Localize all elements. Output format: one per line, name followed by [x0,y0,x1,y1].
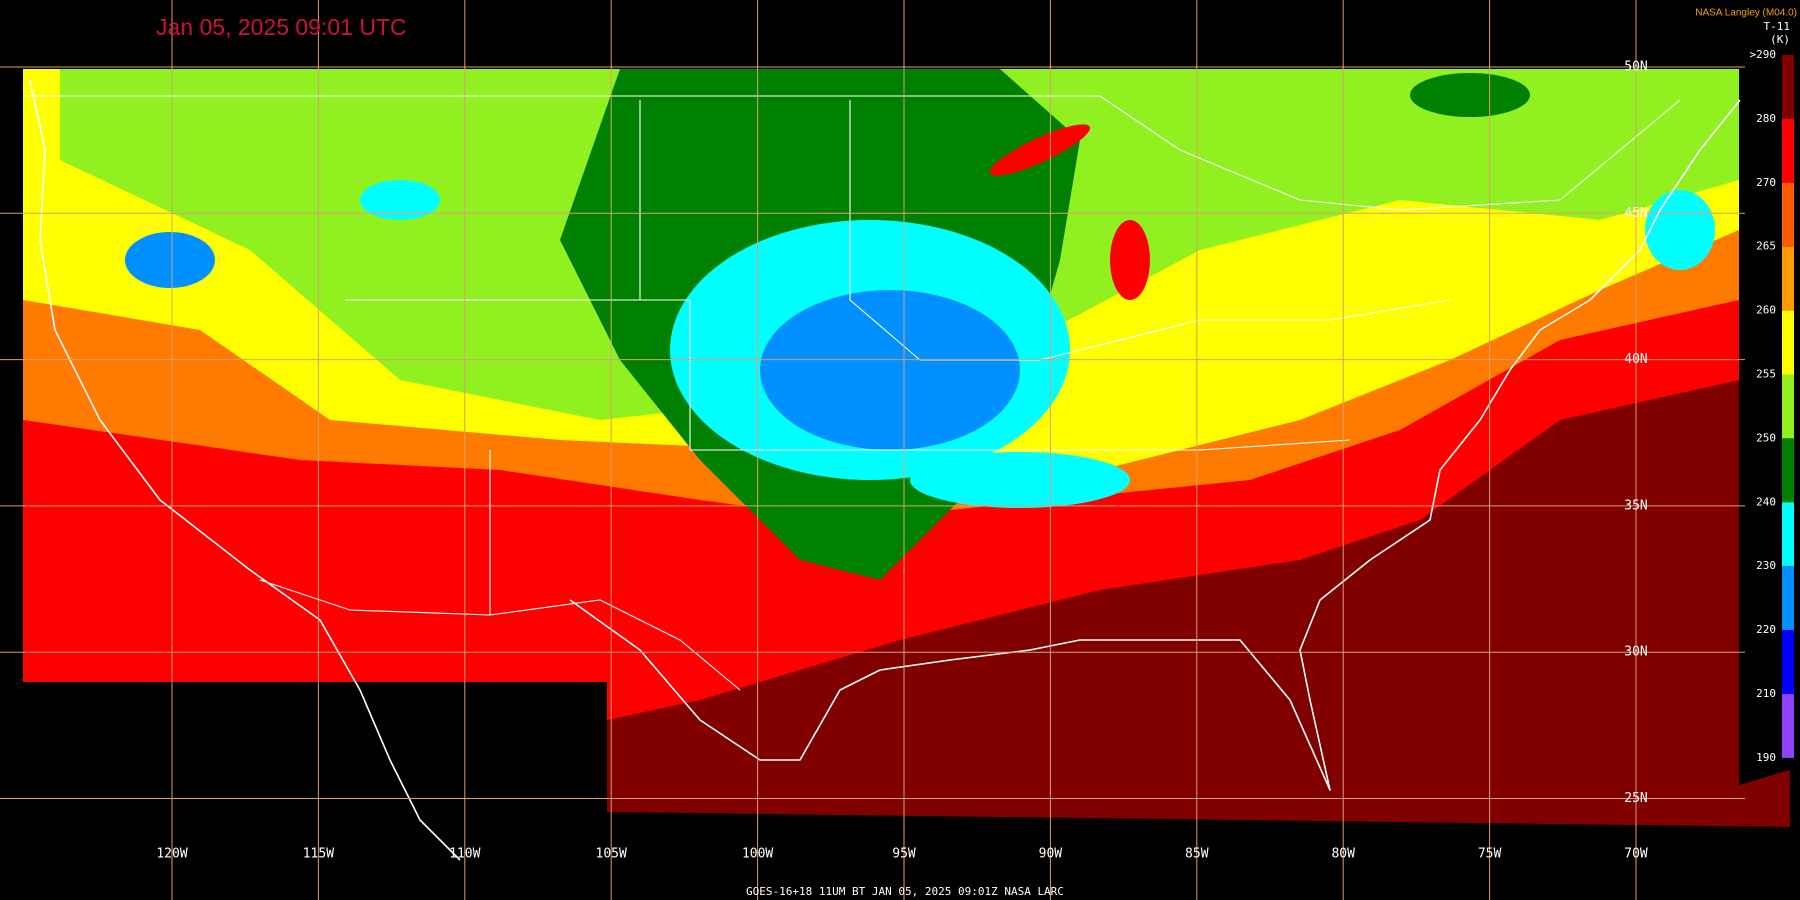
longitude-label: 80W [1331,847,1355,862]
outlines [23,79,1741,861]
scale-swatch [1782,438,1794,503]
graticule: 120W 115W 110W 105W 100W 95W 90W 85W 80W 75W 70W 50… [0,0,1745,900]
scale-label: 265 [1756,240,1776,253]
border [259,579,741,691]
scale-label: 270 [1756,176,1776,189]
scale-label: 240 [1756,495,1776,508]
scale-swatch [1782,310,1794,375]
longitude-label: 95W [892,847,916,862]
scale-label: 210 [1756,687,1776,700]
lake-patch [1110,220,1150,300]
scale-swatch [1782,118,1794,183]
latitude-label: 50N [1624,60,1647,75]
scale-swatch [1782,374,1794,439]
latitude-label: 25N [1624,791,1647,806]
cyan-patch [1645,190,1715,270]
border [23,95,1681,211]
scale-swatch [1782,246,1794,311]
scale-swatch [1782,630,1794,694]
lake-patch [989,124,1091,176]
scale-swatch [1782,694,1794,758]
credit: NASA Langley (M04.0) [1695,8,1797,19]
cyan-patch [360,180,440,220]
scale-swatch [1782,566,1794,631]
scale-label: 220 [1756,623,1776,636]
latitude-label: 40N [1624,352,1647,367]
longitude-label: 85W [1185,847,1209,862]
blue-region [760,290,1020,450]
longitude-label: 75W [1478,847,1502,862]
coastline [29,79,461,861]
scale-label: 250 [1756,431,1776,444]
longitude-label: 115W [303,847,334,862]
border [345,299,1351,451]
scale-swatch [1782,55,1794,119]
scale-swatch [1782,182,1794,247]
product: T-11 [1764,20,1791,33]
longitude-label: 120W [156,847,187,862]
blue-patch [125,232,215,288]
color-scale: >290 280 270 265 260 255 250 240 230 220 210 190 [1750,48,1794,764]
longitude-label: 110W [449,847,480,862]
green-patch [1410,73,1530,117]
longitude-label: 100W [742,847,773,862]
scale-label: >290 [1750,48,1777,61]
scale-swatch [1782,502,1794,567]
scale-label: 230 [1756,559,1776,572]
longitude-label: 105W [596,847,627,862]
latitude-label: 35N [1624,498,1647,513]
longitude-label: 70W [1624,847,1648,862]
scale-label: 280 [1756,112,1776,125]
title: Jan 05, 2025 09:01 UTC [156,14,407,40]
cyan-band [910,452,1130,508]
scale-label: 260 [1756,304,1776,317]
longitude-label: 90W [1039,847,1063,862]
latitude-label: 45N [1624,206,1647,221]
scale-label: 190 [1756,751,1776,764]
unit: (K) [1770,33,1790,46]
footer: GOES-16+18 11UM BT JAN 05, 2025 09:01Z N… [746,885,1064,898]
scale-label: 255 [1756,368,1776,381]
latitude-label: 30N [1624,645,1647,660]
coastline [569,99,1741,791]
